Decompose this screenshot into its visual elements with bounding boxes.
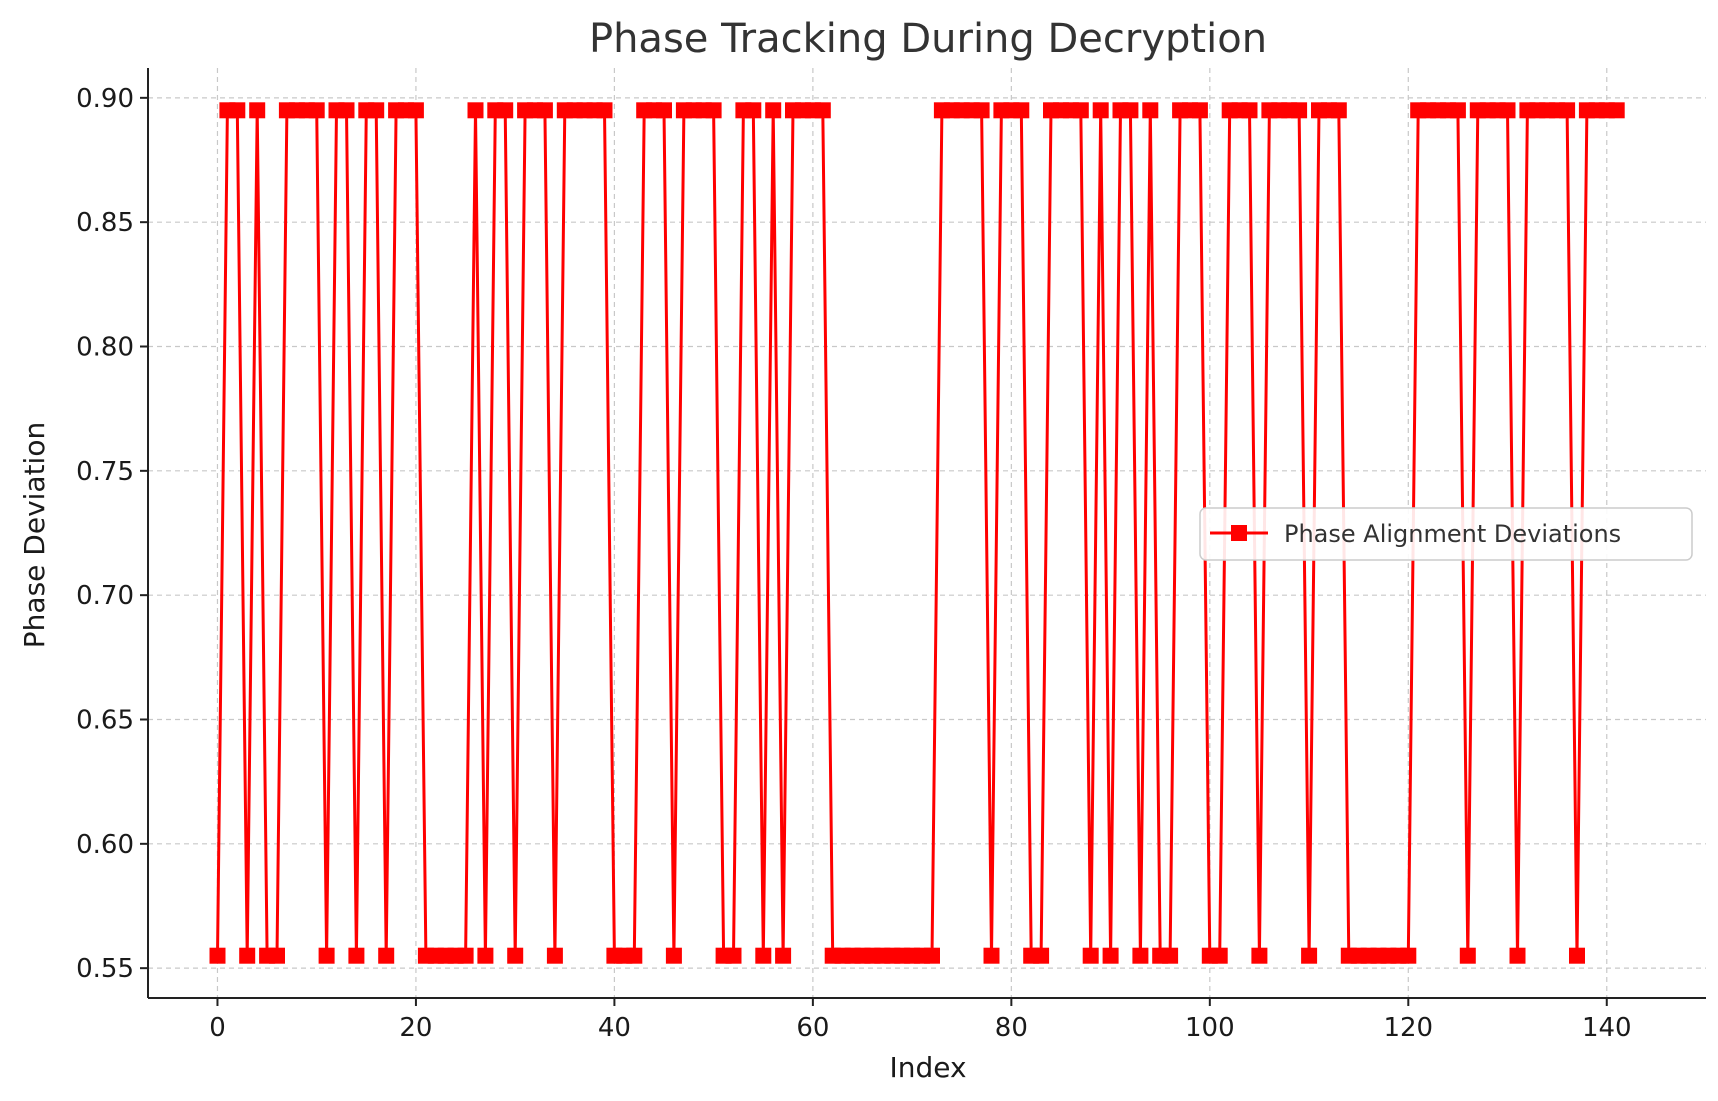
data-point <box>725 947 742 964</box>
data-point <box>1211 947 1228 964</box>
data-point <box>656 102 672 119</box>
y-tick-label: 0.80 <box>76 333 134 363</box>
data-point <box>665 947 682 964</box>
y-tick-label: 0.75 <box>76 457 134 487</box>
data-point <box>775 947 792 964</box>
data-point <box>983 947 1000 964</box>
data-point <box>814 102 831 119</box>
x-tick-label: 40 <box>598 1013 631 1043</box>
chart-title: Phase Tracking During Decryption <box>589 16 1267 62</box>
data-point <box>1142 102 1159 119</box>
x-tick-label: 100 <box>1185 1013 1235 1043</box>
data-point <box>1569 947 1585 964</box>
data-point <box>1033 947 1050 964</box>
data-point <box>407 102 424 119</box>
data-point <box>536 102 553 119</box>
data-point <box>973 102 990 119</box>
data-point <box>1400 947 1417 964</box>
y-tick-label: 0.85 <box>76 208 134 238</box>
legend-label: Phase Alignment Deviations <box>1284 520 1621 548</box>
data-point <box>1132 947 1149 964</box>
data-point <box>477 947 494 964</box>
data-point <box>318 947 335 964</box>
data-point <box>1082 947 1099 964</box>
data-point <box>745 102 762 119</box>
data-point <box>348 947 365 964</box>
data-point <box>338 102 355 119</box>
data-point <box>467 102 484 119</box>
y-tick-label: 0.90 <box>76 84 134 114</box>
legend-box <box>1199 507 1693 561</box>
data-point <box>1608 102 1625 119</box>
x-tick-label: 20 <box>399 1013 432 1043</box>
data-point <box>1459 947 1476 964</box>
data-point <box>209 947 226 964</box>
data-point <box>1102 947 1119 964</box>
y-tick-label: 0.70 <box>76 581 134 611</box>
data-point <box>378 947 395 964</box>
data-point <box>1330 102 1347 119</box>
data-point <box>596 102 613 119</box>
x-tick-label: 80 <box>995 1013 1028 1043</box>
data-point <box>1509 947 1526 964</box>
data-point <box>1122 102 1139 119</box>
legend-marker-swatch <box>1231 525 1247 541</box>
data-point <box>705 102 722 119</box>
data-point <box>765 102 782 119</box>
data-point <box>1301 947 1318 964</box>
x-tick-label: 60 <box>796 1013 829 1043</box>
data-point <box>1559 102 1576 119</box>
data-point <box>507 947 524 964</box>
x-axis-label: Index <box>889 1051 966 1084</box>
x-tick-label: 140 <box>1582 1013 1632 1043</box>
data-point <box>1092 102 1109 119</box>
data-point <box>1499 102 1516 119</box>
x-axis-ticks: 0 20 40 60 80 100 120 140 <box>209 998 1632 1043</box>
data-point <box>1072 102 1089 119</box>
data-point <box>249 102 266 119</box>
data-point <box>269 947 285 964</box>
data-point <box>1241 102 1258 119</box>
data-point <box>546 947 563 964</box>
data-point <box>1162 947 1179 964</box>
data-point <box>308 102 325 119</box>
x-tick-label: 120 <box>1383 1013 1433 1043</box>
data-point <box>1251 947 1268 964</box>
data-point <box>1291 102 1308 119</box>
data-point <box>229 102 246 119</box>
y-axis-label: Phase Deviation <box>18 422 51 648</box>
data-point <box>1191 102 1208 119</box>
data-point <box>1013 102 1030 119</box>
data-point <box>497 102 514 119</box>
data-point <box>368 102 385 119</box>
grid <box>148 68 1706 998</box>
data-point <box>924 947 940 964</box>
x-tick-label: 0 <box>209 1013 226 1043</box>
y-tick-label: 0.65 <box>76 705 134 735</box>
series-phase-alignment-deviations <box>209 102 1625 964</box>
y-tick-label: 0.60 <box>76 830 134 860</box>
y-tick-label: 0.55 <box>76 954 134 984</box>
legend: Phase Alignment Deviations <box>1199 507 1693 561</box>
data-point <box>755 947 772 964</box>
data-point <box>626 947 643 964</box>
data-point <box>239 947 256 964</box>
data-point <box>1449 102 1466 119</box>
y-axis-ticks: 0.55 0.60 0.65 0.70 0.75 0.80 0.85 0.90 <box>76 84 148 984</box>
data-point <box>457 947 474 964</box>
